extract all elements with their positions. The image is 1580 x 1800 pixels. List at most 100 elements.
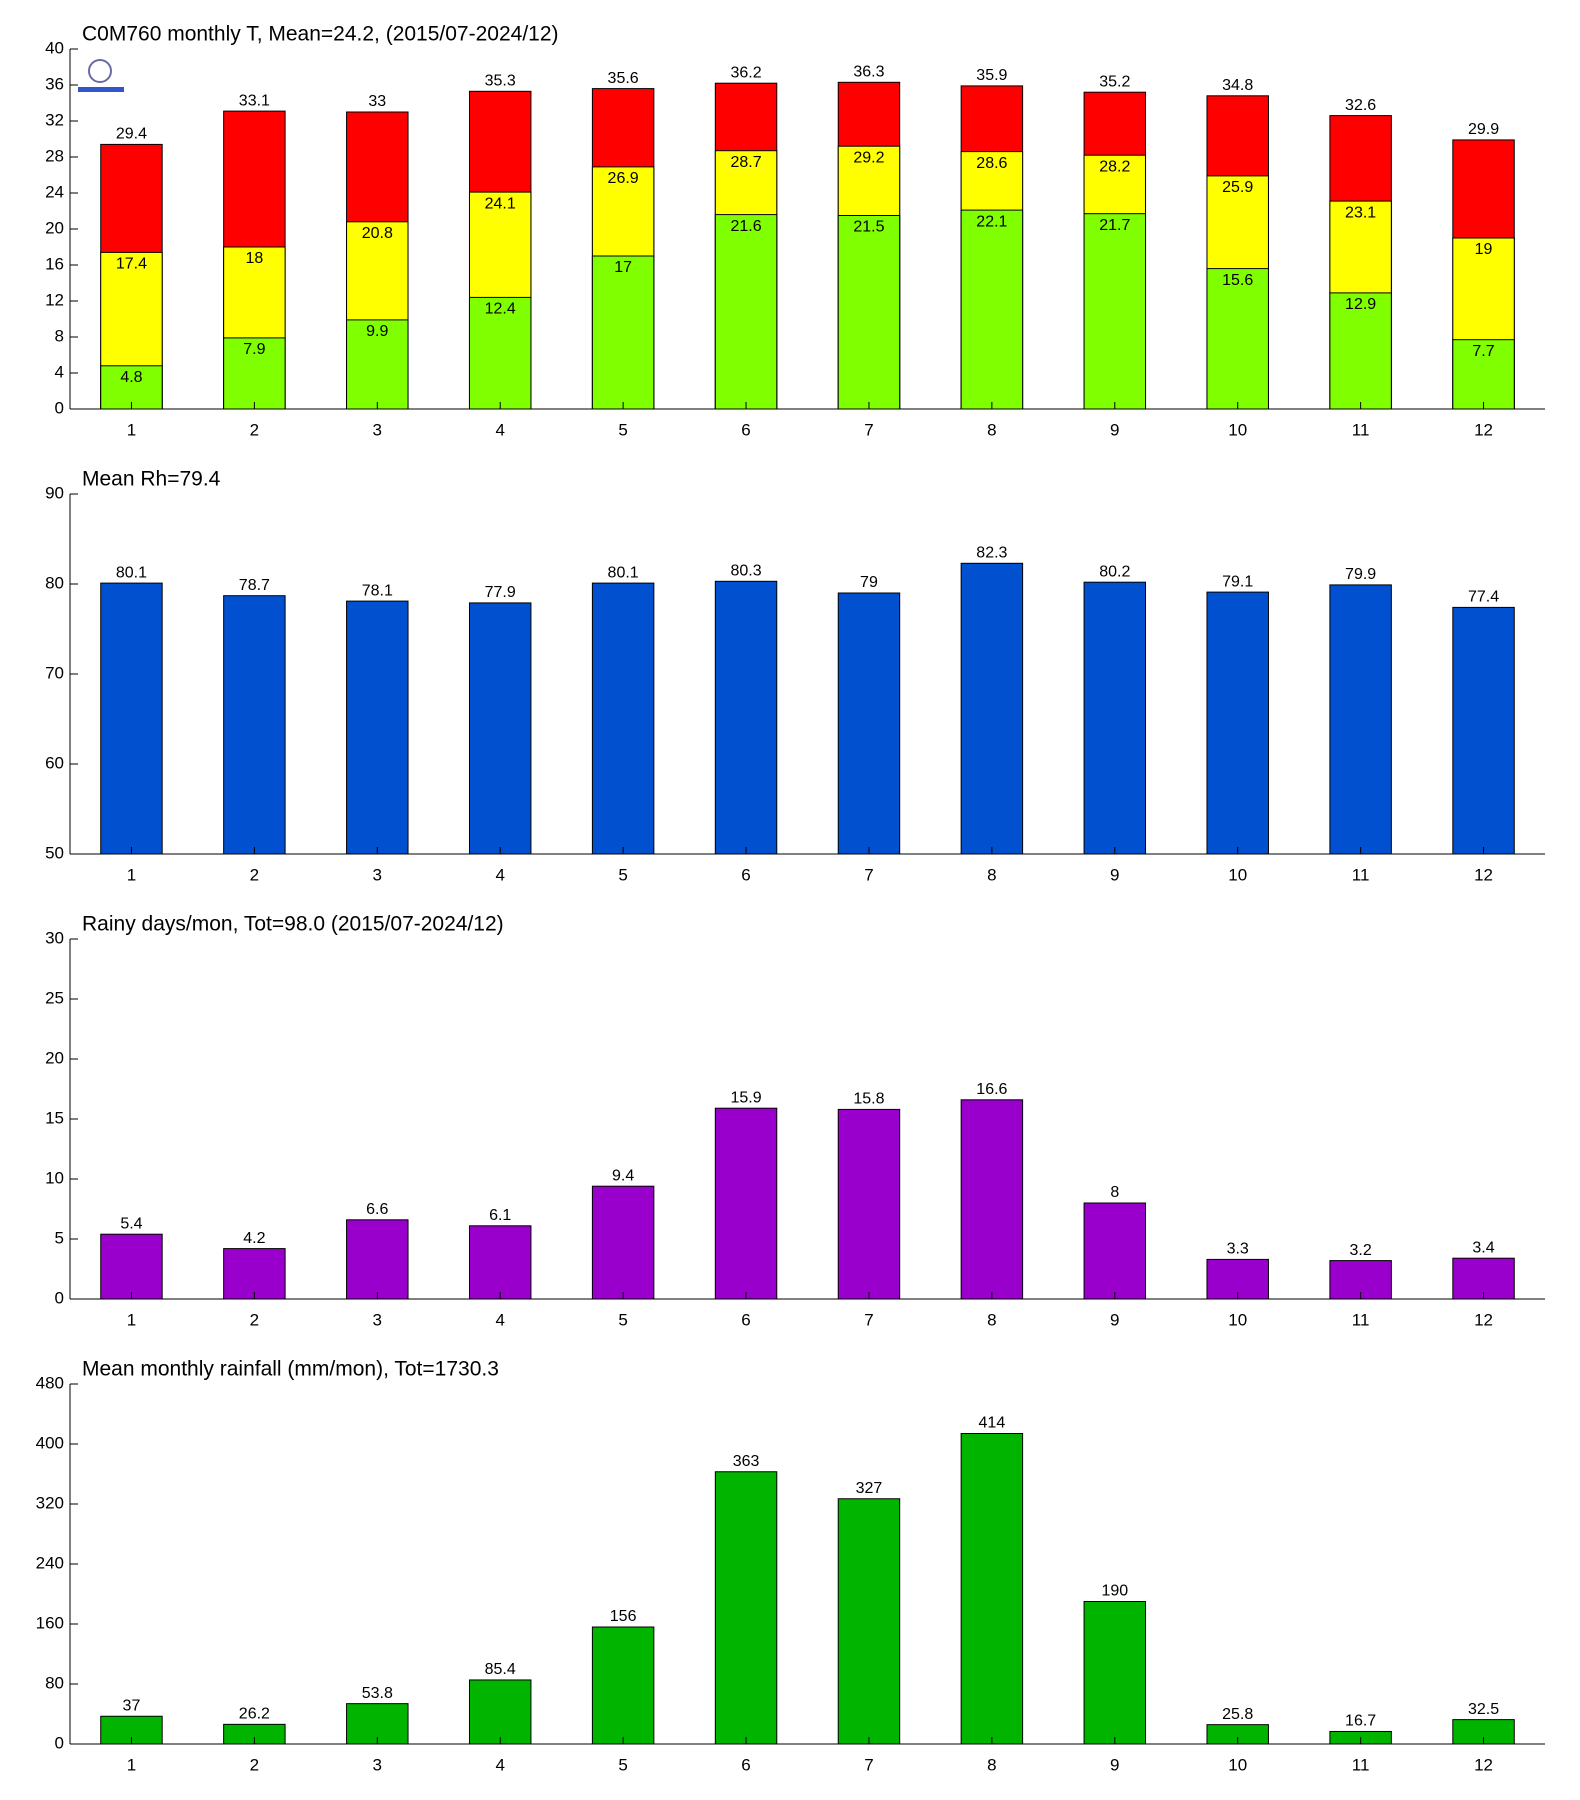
x-tick-label: 11 <box>1352 1310 1370 1329</box>
value-label: 414 <box>979 1415 1006 1432</box>
bar <box>346 600 409 855</box>
bar <box>1206 591 1269 855</box>
value-label: 53.8 <box>362 1685 393 1702</box>
value-label: 77.9 <box>485 584 516 601</box>
value-label: 15.6 <box>1222 272 1253 289</box>
x-tick-label: 5 <box>618 420 627 439</box>
y-tick-label: 480 <box>36 1373 64 1392</box>
chart-title: Mean monthly rainfall (mm/mon), Tot=1730… <box>82 1358 499 1381</box>
value-label: 79 <box>860 574 878 591</box>
x-tick-label: 10 <box>1228 865 1247 884</box>
value-label: 21.5 <box>853 219 884 236</box>
x-tick-label: 11 <box>1352 1755 1370 1774</box>
bar <box>1329 292 1392 410</box>
bar <box>468 1225 532 1300</box>
value-label: 16.7 <box>1345 1713 1376 1730</box>
x-tick-label: 1 <box>127 865 136 884</box>
value-label: 3.4 <box>1472 1239 1494 1256</box>
x-tick-label: 11 <box>1352 420 1370 439</box>
value-label: 33.1 <box>239 92 270 109</box>
y-tick-label: 12 <box>45 290 64 309</box>
x-tick-label: 2 <box>250 865 259 884</box>
x-tick-label: 4 <box>495 1310 504 1329</box>
value-label: 77.4 <box>1468 589 1499 606</box>
bar <box>714 214 778 410</box>
x-tick-label: 1 <box>127 420 136 439</box>
bar <box>1452 606 1515 855</box>
bar <box>837 1498 901 1745</box>
bar <box>837 592 901 855</box>
bar <box>591 582 655 855</box>
x-tick-label: 9 <box>1110 865 1119 884</box>
x-tick-label: 1 <box>127 1310 136 1329</box>
value-label: 23.1 <box>1345 204 1376 221</box>
y-tick-label: 20 <box>45 1048 64 1067</box>
x-tick-label: 1 <box>127 1755 136 1774</box>
value-label: 80.2 <box>1099 563 1130 580</box>
bar <box>591 255 655 410</box>
value-label: 19 <box>1475 241 1493 258</box>
value-label: 82.3 <box>976 545 1007 562</box>
value-label: 78.7 <box>239 577 270 594</box>
value-label: 20.8 <box>362 225 393 242</box>
value-label: 32.6 <box>1345 97 1376 114</box>
bar <box>960 1433 1024 1745</box>
value-label: 25.8 <box>1222 1706 1253 1723</box>
chart-title: C0M760 monthly T, Mean=24.2, (2015/07-20… <box>82 23 559 46</box>
value-label: 156 <box>610 1608 637 1625</box>
value-label: 34.8 <box>1222 77 1253 94</box>
x-tick-label: 8 <box>987 865 996 884</box>
x-tick-label: 2 <box>250 1755 259 1774</box>
x-tick-label: 7 <box>864 1310 873 1329</box>
bar <box>1083 1202 1147 1300</box>
y-tick-label: 4 <box>55 362 64 381</box>
value-label: 6.1 <box>489 1207 511 1224</box>
value-label: 28.7 <box>730 154 761 171</box>
x-tick-label: 10 <box>1228 420 1247 439</box>
x-tick-label: 12 <box>1474 1310 1493 1329</box>
x-tick-label: 6 <box>741 865 750 884</box>
y-tick-label: 30 <box>45 928 64 947</box>
bar <box>346 319 409 410</box>
x-tick-label: 6 <box>741 1755 750 1774</box>
y-tick-label: 240 <box>36 1553 64 1572</box>
x-tick-label: 8 <box>987 1310 996 1329</box>
y-tick-label: 400 <box>36 1433 64 1452</box>
y-tick-label: 60 <box>45 753 64 772</box>
y-tick-label: 0 <box>55 398 64 417</box>
y-tick-label: 160 <box>36 1613 64 1632</box>
x-tick-label: 9 <box>1110 1310 1119 1329</box>
value-label: 8 <box>1110 1184 1119 1201</box>
x-tick-label: 4 <box>495 865 504 884</box>
bar <box>960 1099 1024 1300</box>
value-label: 85.4 <box>485 1661 516 1678</box>
bar <box>1083 1601 1147 1745</box>
value-label: 28.6 <box>976 155 1007 172</box>
y-tick-label: 8 <box>55 326 64 345</box>
y-tick-label: 28 <box>45 146 64 165</box>
value-label: 26.9 <box>608 170 639 187</box>
value-label: 32.5 <box>1468 1701 1499 1718</box>
value-label: 9.4 <box>612 1167 634 1184</box>
x-tick-label: 3 <box>373 1310 382 1329</box>
x-tick-label: 3 <box>373 420 382 439</box>
y-tick-label: 25 <box>45 988 64 1007</box>
value-label: 327 <box>856 1480 883 1497</box>
bar <box>960 209 1024 410</box>
y-tick-label: 90 <box>45 483 64 502</box>
x-tick-label: 2 <box>250 420 259 439</box>
value-label: 33 <box>368 93 386 110</box>
value-label: 29.9 <box>1468 121 1499 138</box>
x-tick-label: 10 <box>1228 1755 1247 1774</box>
value-label: 4.2 <box>243 1230 265 1247</box>
y-tick-label: 70 <box>45 663 64 682</box>
y-tick-label: 80 <box>45 1673 64 1692</box>
bar <box>100 1233 163 1300</box>
value-label: 3.2 <box>1350 1242 1372 1259</box>
y-tick-label: 32 <box>45 110 64 129</box>
value-label: 35.6 <box>608 70 639 87</box>
value-label: 78.1 <box>362 582 393 599</box>
logo <box>88 59 112 83</box>
x-tick-label: 9 <box>1110 420 1119 439</box>
x-tick-label: 2 <box>250 1310 259 1329</box>
